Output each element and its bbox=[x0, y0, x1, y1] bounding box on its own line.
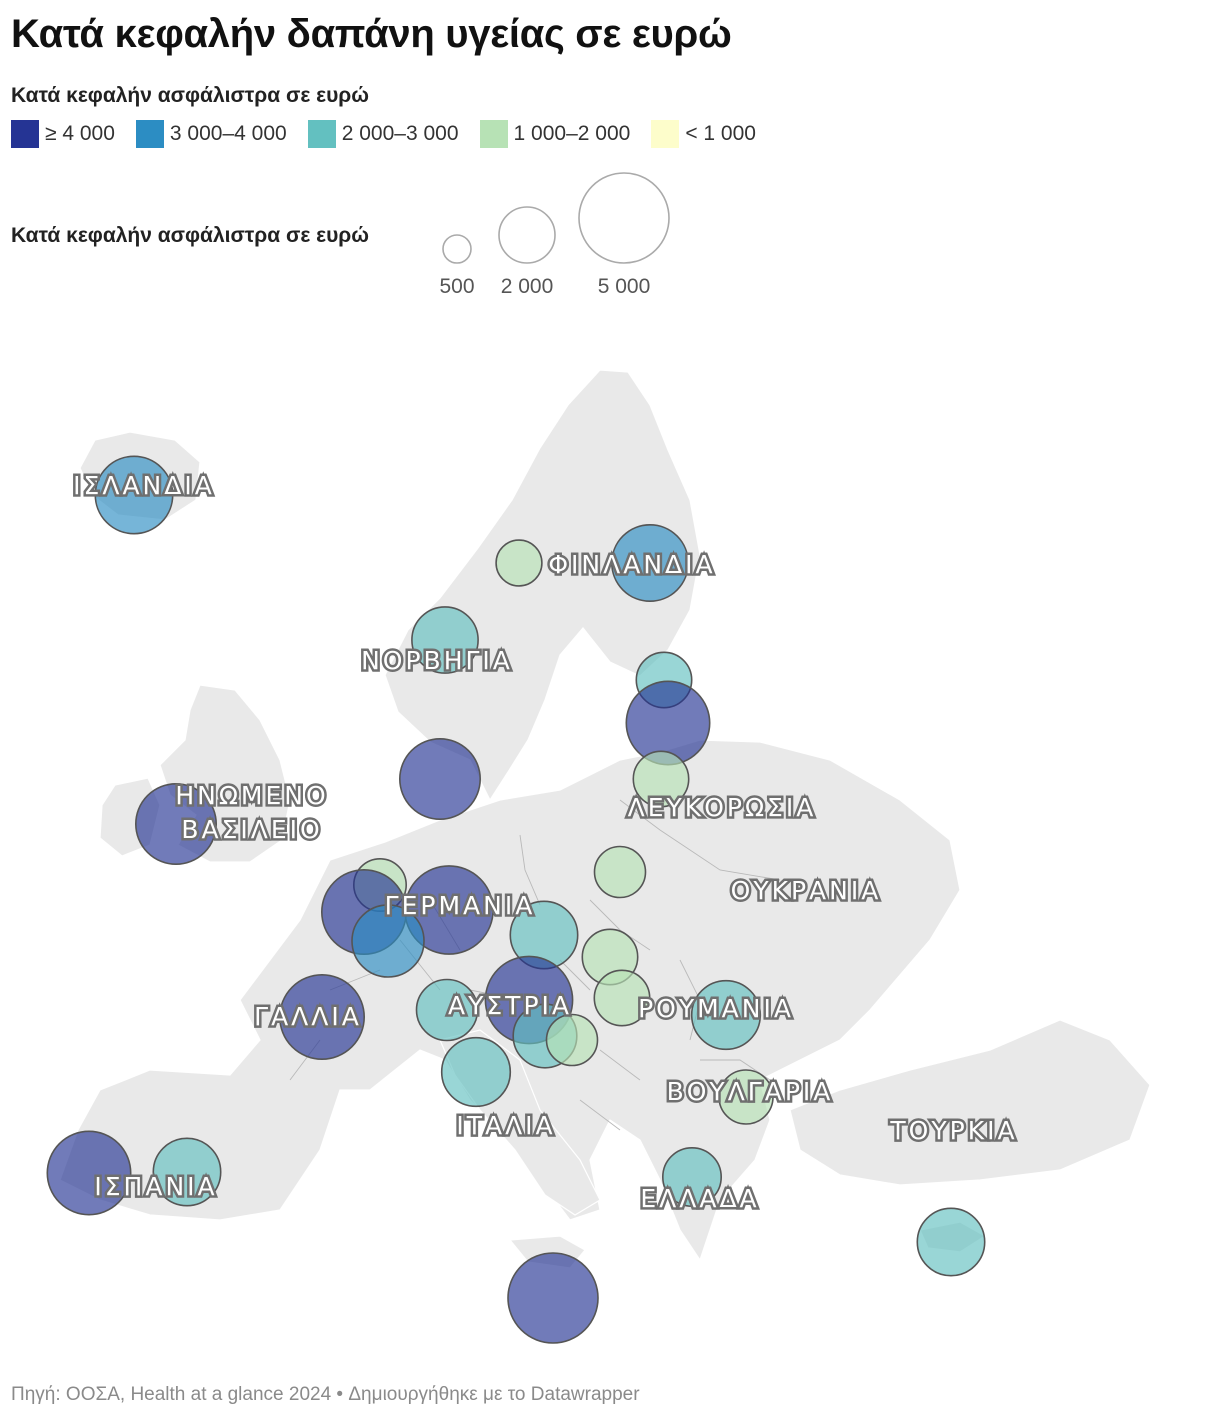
legend-label-2000-3000: 2 000–3 000 bbox=[341, 122, 459, 145]
legend-label-1000-2000: 1 000–2 000 bbox=[513, 122, 631, 145]
bubble-malta[interactable] bbox=[507, 1252, 599, 1344]
legend-item-2000-3000: 2 000–3 000 bbox=[307, 120, 459, 148]
bubble-hungary[interactable] bbox=[593, 969, 651, 1027]
label-germany: ΓΕΡΜΑΝΙΑ bbox=[385, 891, 536, 920]
bubble-switzerland[interactable] bbox=[415, 978, 479, 1042]
uk-shape bbox=[159, 684, 291, 863]
bubble-sweden[interactable] bbox=[495, 539, 543, 587]
bubble-iceland[interactable] bbox=[94, 455, 174, 535]
label-spain: ΙΣΠΑΝΙΑ bbox=[94, 1172, 217, 1201]
legend-label-4000-plus: ≥ 4 000 bbox=[45, 122, 115, 145]
bubble-norway[interactable] bbox=[411, 606, 479, 674]
bubbles-layer bbox=[46, 455, 986, 1344]
bubble-finland[interactable] bbox=[610, 523, 689, 602]
label-austria: ΑΥΣΤΡΙΑ bbox=[448, 991, 572, 1020]
legend-item-under-1000: < 1 000 bbox=[651, 120, 756, 148]
bubble-italy[interactable] bbox=[440, 1036, 512, 1108]
label-uk-line1: ΗΝΩΜΕΝΟ bbox=[175, 781, 328, 810]
legend-label-3000-4000: 3 000–4 000 bbox=[169, 122, 287, 145]
size-legend-title: Κατά κεφαλήν ασφάλιστρα σε ευρώ bbox=[11, 224, 370, 247]
size-legend-label-500: 500 bbox=[439, 275, 474, 298]
source-footer: Πηγή: ΟΟΣΑ, Health at a glance 2024 • Δη… bbox=[11, 1384, 640, 1405]
bubble-romania[interactable] bbox=[690, 979, 762, 1051]
label-finland: ΦΙΝΛΑΝΔΙΑ bbox=[548, 550, 715, 579]
bubble-uk[interactable] bbox=[135, 782, 218, 865]
color-legend-title: Κατά κεφαλήν ασφάλιστρα σε ευρώ bbox=[11, 84, 370, 107]
legend-item-3000-4000: 3 000–4 000 bbox=[135, 120, 287, 148]
scandinavia-shape bbox=[384, 369, 701, 802]
legend-swatch-4000-plus bbox=[11, 120, 39, 148]
bubble-denmark[interactable] bbox=[398, 737, 481, 820]
labels-layer: ΙΣΛΑΝΔΙΑ ΦΙΝΛΑΝΔΙΑ ΝΟΡΒΗΓΙΑ ΗΝΩΜΕΝΟ ΒΑΣΙ… bbox=[71, 469, 1017, 1216]
legend-swatch-under-1000 bbox=[651, 120, 680, 148]
label-turkey: ΤΟΥΡΚΙΑ bbox=[889, 1116, 1017, 1145]
bubble-greece[interactable] bbox=[661, 1147, 722, 1208]
bubble-cyprus[interactable] bbox=[916, 1207, 986, 1277]
bubble-lithuania[interactable] bbox=[632, 750, 690, 808]
size-legend-circle-2000 bbox=[498, 206, 556, 264]
europe-map: ΙΣΛΑΝΔΙΑ ΦΙΝΛΑΝΔΙΑ ΝΟΡΒΗΓΙΑ ΗΝΩΜΕΝΟ ΒΑΣΙ… bbox=[46, 369, 1151, 1344]
bubble-france[interactable] bbox=[278, 973, 365, 1060]
legend-item-1000-2000: 1 000–2 000 bbox=[479, 120, 631, 148]
legend-swatch-3000-4000 bbox=[135, 120, 164, 148]
label-bulgaria: ΒΟΥΛΓΑΡΙΑ bbox=[667, 1077, 834, 1106]
label-france: ΓΑΛΛΙΑ bbox=[254, 1002, 362, 1031]
size-legend-circle-5000 bbox=[578, 172, 670, 264]
legend-swatch-2000-3000 bbox=[307, 120, 336, 148]
bubble-poland[interactable] bbox=[593, 845, 647, 899]
chart-title: Κατά κεφαλήν δαπάνη υγείας σε ευρώ bbox=[11, 12, 732, 56]
label-iceland: ΙΣΛΑΝΔΙΑ bbox=[73, 471, 215, 500]
label-norway: ΝΟΡΒΗΓΙΑ bbox=[361, 646, 513, 675]
legend-label-under-1000: < 1 000 bbox=[685, 122, 756, 145]
bubble-portugal[interactable] bbox=[46, 1130, 132, 1216]
bubble-spain[interactable] bbox=[152, 1137, 222, 1207]
bubble-luxembourg[interactable] bbox=[351, 904, 425, 978]
legend-swatch-1000-2000 bbox=[479, 120, 508, 148]
label-ukraine: ΟΥΚΡΑΝΙΑ bbox=[731, 876, 882, 905]
label-romania: ΡΟΥΜΑΝΙΑ bbox=[638, 994, 794, 1023]
bubble-croatia[interactable] bbox=[545, 1013, 599, 1067]
label-italy: ΙΤΑΛΙΑ bbox=[456, 1111, 555, 1140]
bubble-bulgaria[interactable] bbox=[718, 1069, 774, 1125]
legend-item-4000-plus: ≥ 4 000 bbox=[11, 120, 115, 148]
size-legend: 500 2 000 5 000 bbox=[439, 172, 670, 298]
size-legend-circle-500 bbox=[442, 234, 472, 264]
size-legend-label-5000: 5 000 bbox=[598, 275, 651, 298]
size-legend-label-2000: 2 000 bbox=[501, 275, 554, 298]
label-uk-line2: ΒΑΣΙΛΕΙΟ bbox=[181, 815, 322, 844]
color-legend: ≥ 4 000 3 000–4 000 2 000–3 000 1 000–2 … bbox=[11, 120, 777, 148]
label-greece: ΕΛΛΑΔΑ bbox=[640, 1184, 759, 1213]
label-belarus: ΛΕΥΚΟΡΩΣΙΑ bbox=[628, 793, 817, 822]
turkey-shape bbox=[789, 1019, 1151, 1186]
